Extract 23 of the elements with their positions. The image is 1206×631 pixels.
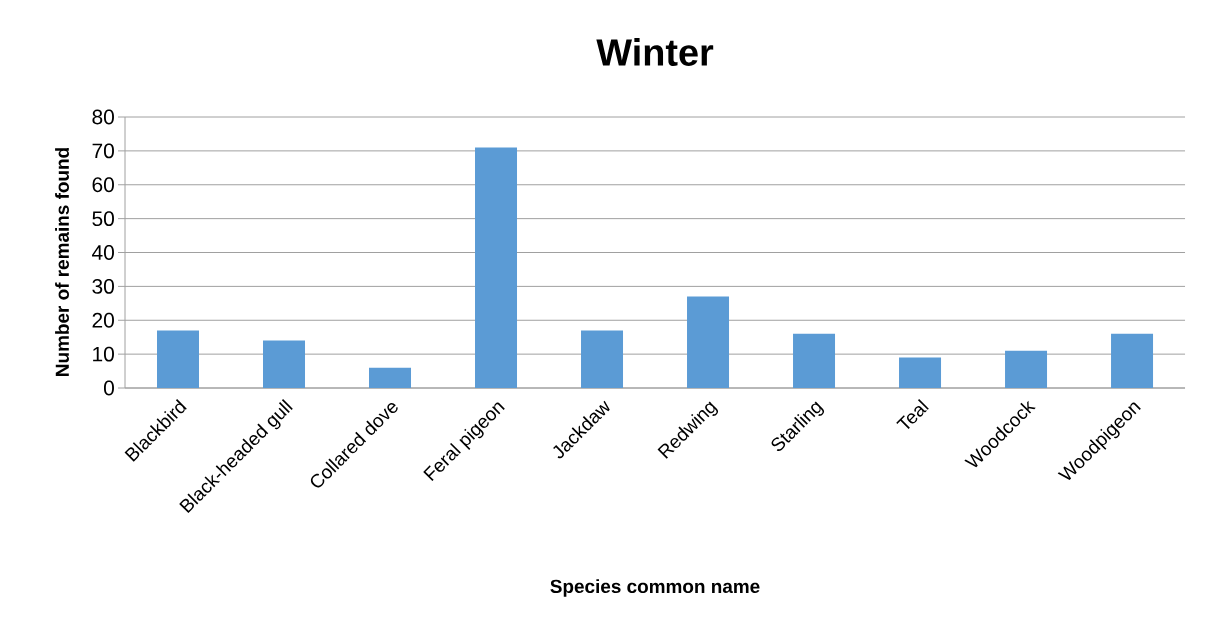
x-tick-label: Teal [896, 398, 929, 429]
bar [1111, 333, 1154, 388]
bar [899, 357, 942, 388]
bar [793, 333, 836, 388]
bar [687, 296, 730, 388]
y-tick-label: 30 [92, 278, 114, 294]
y-tick-label: 80 [92, 109, 114, 125]
bar [1005, 350, 1048, 388]
bar [475, 147, 518, 388]
bar [157, 330, 199, 388]
bar [263, 340, 306, 388]
y-tick-label: 60 [92, 177, 114, 193]
y-tick-label: 10 [93, 346, 114, 362]
x-axis-title: Species common name [550, 579, 760, 597]
y-tick-label: 70 [92, 143, 114, 159]
y-tick-label: 40 [92, 245, 114, 260]
y-tick-label: 50 [92, 211, 114, 227]
y-tick-label: 20 [92, 312, 114, 328]
y-tick-label: 0 [103, 380, 114, 396]
chart-title: Winter [596, 38, 714, 66]
y-axis-title: Number of remains found [55, 148, 69, 376]
bar [581, 330, 624, 388]
bar [369, 367, 412, 388]
